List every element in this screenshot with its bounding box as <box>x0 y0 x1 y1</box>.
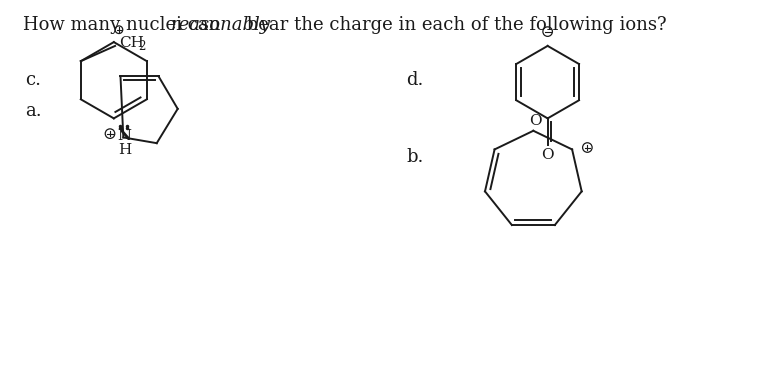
Text: d.: d. <box>407 71 424 89</box>
Text: CH: CH <box>119 36 143 50</box>
Text: c.: c. <box>25 71 41 89</box>
Text: O: O <box>541 148 554 162</box>
Text: How many nuclei can: How many nuclei can <box>23 16 227 34</box>
Text: O: O <box>529 114 542 128</box>
Text: b.: b. <box>407 147 424 165</box>
Text: H: H <box>118 143 131 157</box>
Text: reasonably: reasonably <box>171 16 271 34</box>
Text: a.: a. <box>25 102 42 120</box>
Text: N: N <box>118 129 131 142</box>
Text: 2: 2 <box>138 40 146 53</box>
Text: bear the charge in each of the following ions?: bear the charge in each of the following… <box>240 16 666 34</box>
